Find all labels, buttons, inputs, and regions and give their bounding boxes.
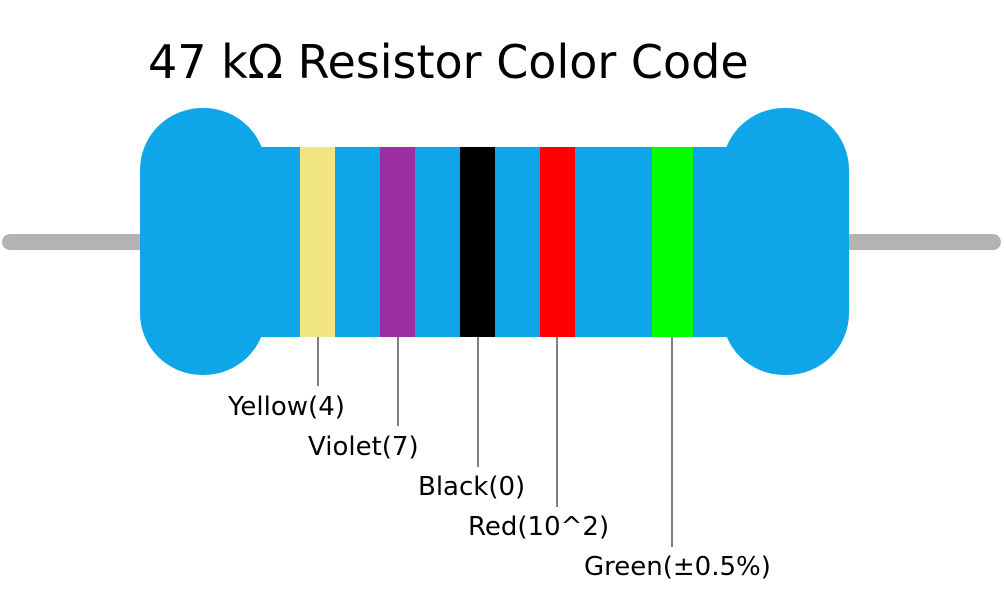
left-cap: [140, 108, 266, 375]
band-label: Green(±0.5%): [584, 552, 771, 582]
band-label: Red(10^2): [468, 512, 609, 542]
band-green: [652, 147, 693, 337]
right-cap: [722, 108, 849, 375]
band-violet: [380, 147, 415, 337]
band-label: Violet(7): [308, 432, 419, 462]
band-yellow: [300, 147, 335, 337]
band-label: Yellow(4): [227, 392, 345, 422]
band-black: [460, 147, 495, 337]
title: 47 kΩ Resistor Color Code: [148, 35, 749, 89]
band-red: [540, 147, 575, 337]
band-label: Black(0): [418, 472, 525, 502]
